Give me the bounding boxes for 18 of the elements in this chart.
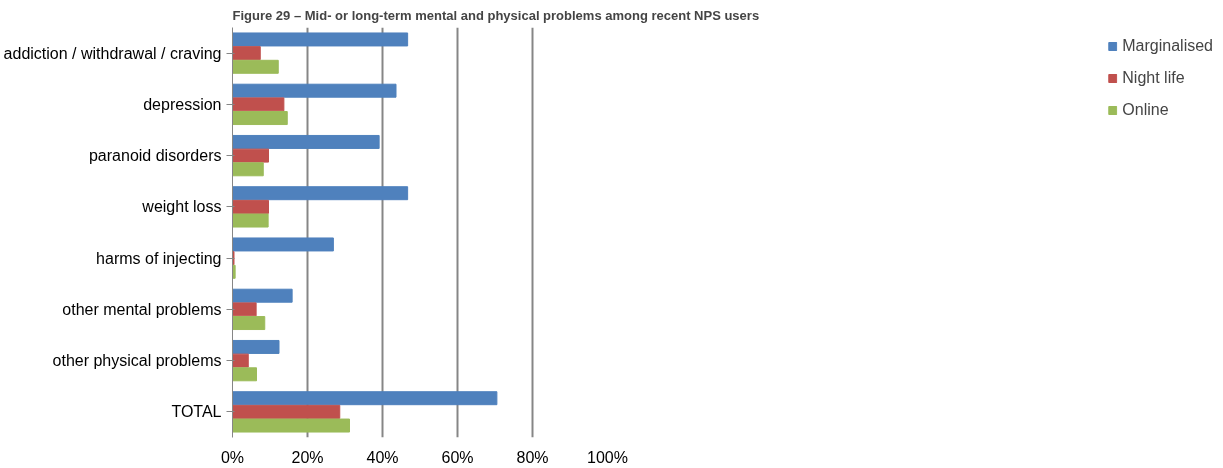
- y-tick-label: other mental problems: [62, 300, 222, 318]
- legend-label: Online: [1122, 101, 1169, 119]
- y-tick-label: addiction / withdrawal / craving: [3, 44, 222, 62]
- x-tick-label: 60%: [441, 448, 474, 466]
- y-tick-label: other physical problems: [52, 352, 222, 370]
- legend-label: Night life: [1122, 69, 1185, 87]
- y-tick-label: harms of injecting: [96, 249, 222, 267]
- y-tick-label: TOTAL: [171, 403, 222, 421]
- legend-label: Marginalised: [1122, 37, 1213, 55]
- x-tick-label: 0%: [220, 448, 245, 466]
- y-tick-label: weight loss: [141, 198, 222, 216]
- x-tick-label: 100%: [587, 448, 628, 466]
- x-tick-label: 40%: [366, 448, 399, 466]
- x-tick-label: 20%: [291, 448, 324, 466]
- chart-title: Figure 29 – Mid- or long-term mental and physical problems among recent NPS users: [232, 7, 760, 23]
- y-tick-label: depression: [143, 95, 222, 113]
- x-tick-label: 80%: [516, 448, 549, 466]
- y-tick-label: paranoid disorders: [88, 147, 222, 165]
